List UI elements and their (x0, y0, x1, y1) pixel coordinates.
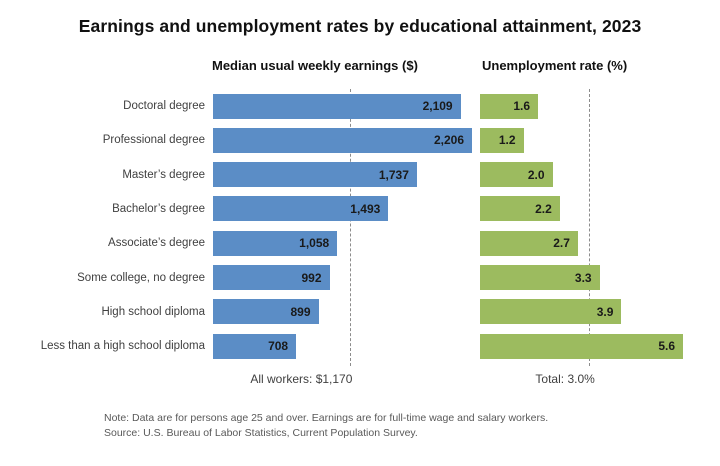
chart-row: High school diploma 899 3.9 (0, 295, 720, 329)
category-label: Associate’s degree (108, 237, 205, 250)
earnings-reference-line (350, 89, 352, 366)
category-label: Doctoral degree (123, 100, 205, 113)
chart-row: Master’s degree 1,737 2.0 (0, 158, 720, 192)
chart-row: Doctoral degree 2,109 1.6 (0, 89, 720, 123)
category-label: Professional degree (102, 134, 205, 147)
earnings-value-label: 1,493 (350, 201, 381, 216)
unemployment-bar: 3.3 (480, 265, 600, 291)
earnings-bar: 2,206 (213, 127, 472, 153)
chart-title: Earnings and unemployment rates by educa… (78, 16, 642, 36)
unemployment-bar: 3.9 (480, 299, 622, 325)
unemployment-bar: 2.7 (480, 230, 578, 256)
category-label: Bachelor’s degree (112, 203, 205, 216)
unemployment-value-label: 2.7 (553, 236, 570, 251)
earnings-value-label: 992 (301, 270, 322, 285)
unemployment-value-label: 1.6 (513, 99, 530, 114)
chart-row: Some college, no degree 992 3.3 (0, 260, 720, 294)
note-line: Note: Data are for persons age 25 and ov… (104, 412, 549, 424)
earnings-value-label: 2,206 (433, 133, 464, 148)
category-label: High school diploma (101, 305, 205, 318)
unemployment-value-label: 1.2 (498, 133, 516, 148)
unemployment-reference-line (588, 89, 590, 366)
category-label: Master’s degree (122, 168, 205, 181)
earnings-reference-label: All workers: $1,170 (250, 372, 353, 386)
unemployment-value-label: 2.2 (535, 201, 552, 216)
unemployment-bar: 1.6 (480, 93, 538, 119)
chart-row: Professional degree 2,206 1.2 (0, 123, 720, 157)
earnings-value-label: 708 (268, 339, 289, 354)
earnings-bar: 1,058 (213, 230, 338, 256)
earnings-value-label: 1,058 (299, 236, 330, 251)
unemployment-value-label: 2.0 (527, 167, 545, 182)
unemployment-bar: 2.2 (480, 196, 560, 222)
earnings-value-label: 2,109 (422, 99, 453, 114)
footnotes: Note: Data are for persons age 25 and ov… (104, 411, 548, 440)
unemployment-bar: 1.2 (480, 127, 524, 153)
category-label: Less than a high school diploma (40, 340, 205, 353)
unemployment-bar: 2.0 (480, 162, 553, 188)
unemployment-value-label: 3.9 (596, 304, 614, 319)
unemployment-axis-header: Unemployment rate (%) (482, 58, 628, 73)
earnings-bar: 2,109 (213, 93, 461, 119)
plot-area: Doctoral degree 2,109 1.6 Professional degr… (0, 89, 720, 366)
chart-row: Associate’s degree 1,058 2.7 (0, 226, 720, 260)
earnings-value-label: 899 (290, 304, 311, 319)
unemployment-bar: 5.6 (480, 333, 683, 359)
unemployment-value-label: 3.3 (574, 270, 592, 285)
unemployment-reference-label: Total: 3.0% (535, 372, 595, 386)
source-line: Source: U.S. Bureau of Labor Statistics,… (104, 426, 418, 439)
earnings-bar: 899 (213, 299, 319, 325)
earnings-bar: 992 (213, 265, 330, 291)
category-label: Some college, no degree (77, 271, 205, 284)
earnings-axis-header: Median usual weekly earnings ($) (212, 58, 418, 73)
earnings-bar: 1,493 (213, 196, 389, 222)
earnings-bar: 708 (213, 333, 297, 359)
earnings-bar: 1,737 (213, 162, 417, 188)
earnings-value-label: 1,737 (378, 167, 409, 182)
chart-row: Bachelor’s degree 1,493 2.2 (0, 192, 720, 226)
unemployment-value-label: 5.6 (658, 339, 675, 354)
chart-row: Less than a high school diploma 708 5.6 (0, 329, 720, 363)
